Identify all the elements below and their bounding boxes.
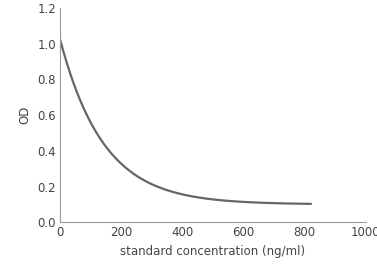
Y-axis label: OD: OD bbox=[19, 106, 32, 124]
X-axis label: standard concentration (ng/ml): standard concentration (ng/ml) bbox=[120, 245, 306, 258]
